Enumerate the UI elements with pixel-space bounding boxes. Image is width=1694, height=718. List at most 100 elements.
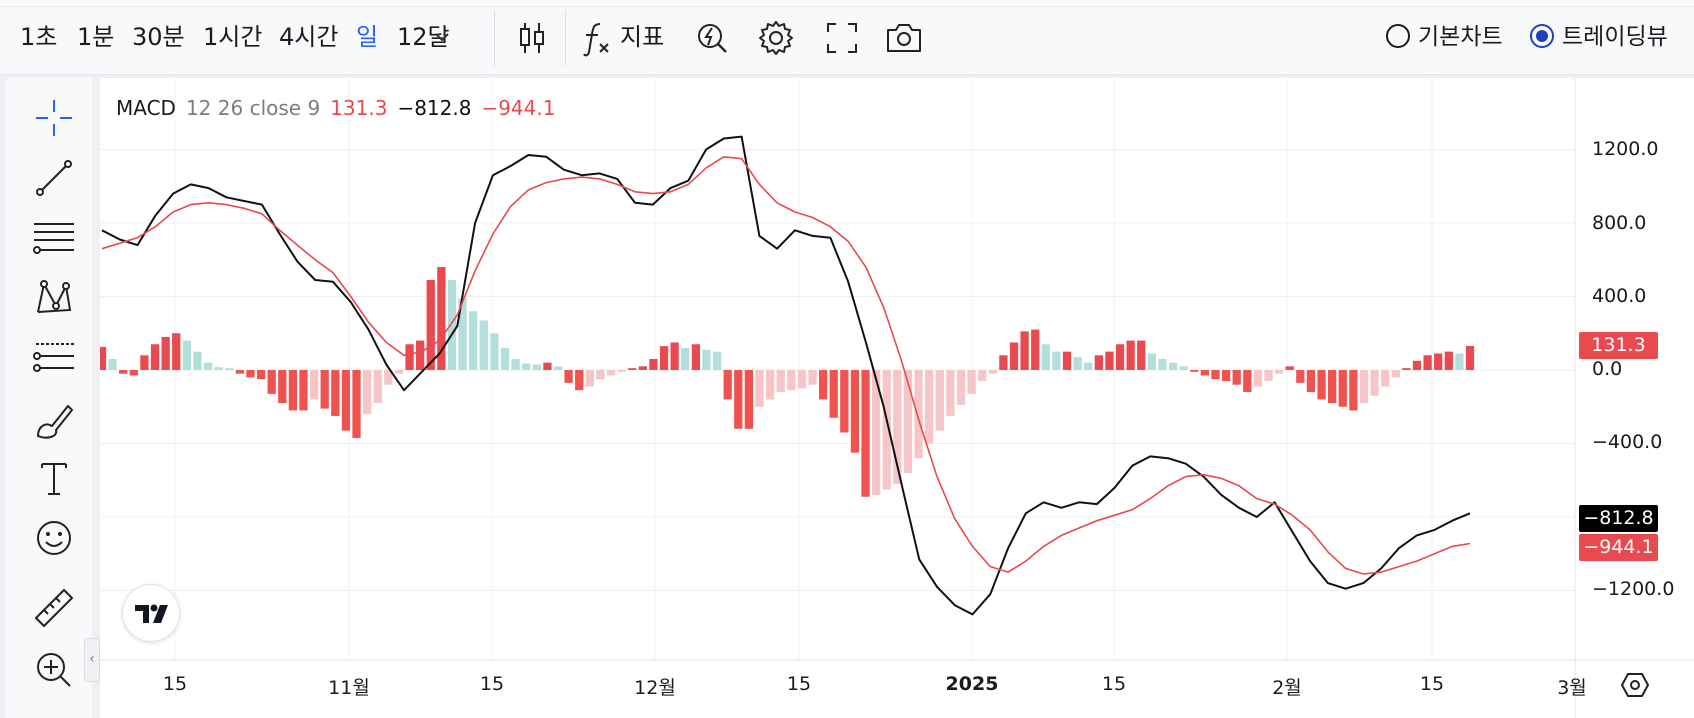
indicator-legend[interactable]: MACD 12 26 close 9 131.3 −812.8 −944.1: [116, 95, 565, 121]
histogram-bar: [405, 344, 414, 370]
histogram-bar: [532, 364, 541, 370]
x-axis-label: 15: [1101, 673, 1127, 695]
histogram-bar: [1115, 344, 1125, 370]
histogram-bar: [1296, 370, 1305, 383]
timeframe-button[interactable]: 1분: [77, 23, 115, 51]
y-axis-tick-label: −400.0: [1592, 431, 1663, 453]
x-axis-label: 12월: [634, 677, 676, 699]
chart-mode-basic-label[interactable]: 기본차트: [1418, 24, 1503, 50]
histogram-bar: [702, 349, 711, 370]
histogram-bar: [808, 370, 817, 385]
collapse-toolbar-button[interactable]: ‹: [84, 638, 100, 682]
histogram-bar: [437, 267, 446, 370]
settings-gear-icon[interactable]: [756, 18, 796, 58]
histogram-bar: [946, 370, 955, 416]
histogram-bar: [797, 370, 807, 389]
histogram-bar: [585, 370, 594, 387]
histogram-bar: [522, 363, 531, 370]
trend-line-icon[interactable]: [32, 156, 76, 200]
histogram-bar: [1105, 351, 1114, 370]
histogram-bar: [1465, 345, 1475, 370]
histogram-bar: [490, 333, 499, 370]
tradingview-logo[interactable]: [122, 584, 180, 642]
histogram-bar: [903, 370, 913, 473]
timeframe-button[interactable]: 4시간: [279, 23, 339, 51]
histogram-bar: [511, 358, 520, 370]
histogram-bar: [309, 370, 319, 400]
histogram-bar: [723, 370, 732, 400]
chart-mode-tradingview-label[interactable]: 트레이딩뷰: [1562, 24, 1668, 50]
axis-settings-icon[interactable]: [1620, 670, 1650, 700]
top-divider: [0, 6, 1694, 7]
histogram-bar: [447, 279, 457, 370]
crosshair-icon[interactable]: [32, 96, 76, 140]
histogram-bar: [161, 336, 170, 370]
histogram-bar: [331, 370, 340, 416]
histogram-bar: [872, 370, 881, 495]
histogram-bar: [458, 298, 467, 370]
emoji-icon[interactable]: [32, 516, 76, 560]
candlestick-icon[interactable]: [512, 18, 552, 58]
timeframe-button[interactable]: 일: [356, 23, 379, 51]
camera-icon[interactable]: [884, 18, 924, 58]
histogram-bar: [553, 366, 563, 370]
histogram-bar: [341, 370, 351, 431]
histogram-bar: [235, 370, 244, 374]
histogram-bar: [246, 370, 255, 378]
histogram-bar: [256, 370, 266, 380]
fib-icon[interactable]: [32, 336, 76, 380]
histogram-bar: [500, 347, 510, 370]
histogram-bar: [861, 370, 870, 497]
histogram-bar: [1317, 370, 1326, 400]
histogram-bar: [967, 370, 976, 394]
zoom-in-icon[interactable]: [32, 648, 76, 692]
histogram-bar: [670, 342, 679, 370]
indicator-button-label[interactable]: 지표: [620, 23, 665, 51]
timeframe-button[interactable]: 12달: [397, 23, 450, 51]
histogram-bar: [214, 367, 223, 370]
histogram-bar: [787, 370, 796, 391]
histogram-bar: [1402, 368, 1411, 370]
histogram-bar: [1041, 344, 1050, 370]
histogram-bar: [829, 370, 838, 418]
histogram-bar: [956, 370, 966, 405]
brush-icon[interactable]: [32, 398, 76, 442]
chart-mode-basic-radio[interactable]: [1386, 24, 1410, 48]
histogram-bar: [914, 370, 923, 459]
histogram-bar: [606, 370, 616, 376]
indicator-fx-icon[interactable]: [578, 18, 618, 58]
histogram-bar: [1264, 370, 1273, 382]
chevron-down-icon[interactable]: [432, 30, 452, 44]
fullscreen-icon[interactable]: [822, 18, 862, 58]
histogram-bar: [1285, 366, 1294, 370]
histogram-bar: [1328, 370, 1337, 404]
timeframe-button[interactable]: 1초: [20, 23, 58, 51]
histogram-bar: [744, 370, 754, 429]
indicator-params: 12 26 close 9: [185, 96, 321, 120]
histogram-bar: [734, 370, 743, 429]
timeframe-button[interactable]: 1시간: [203, 23, 263, 51]
histogram-bar: [925, 370, 934, 444]
histogram-bar: [469, 311, 478, 370]
macd-price-tag: −812.8: [1579, 505, 1658, 532]
histogram-bar: [416, 340, 425, 370]
histogram-bar: [278, 370, 287, 404]
histogram-bar: [681, 347, 690, 370]
toolbar-divider: [565, 10, 566, 66]
tradingview-logo-icon: [135, 604, 168, 623]
pattern-icon[interactable]: [32, 276, 76, 320]
histogram-bar: [1052, 351, 1061, 370]
histogram-bar: [1455, 353, 1464, 370]
text-icon[interactable]: [32, 456, 76, 500]
horizontal-lines-icon[interactable]: [32, 216, 76, 260]
timeframe-button[interactable]: 30분: [132, 23, 185, 51]
x-axis-label: 2025: [945, 673, 999, 695]
histogram-bar: [225, 368, 234, 370]
histogram-bar: [320, 370, 329, 409]
chart-mode-tradingview-radio[interactable]: [1530, 24, 1554, 48]
histogram-bar: [426, 279, 435, 370]
histogram-bar: [100, 346, 107, 370]
alert-icon[interactable]: [692, 18, 732, 58]
y-axis-tick-label: 400.0: [1592, 285, 1647, 307]
ruler-icon[interactable]: [32, 586, 76, 630]
